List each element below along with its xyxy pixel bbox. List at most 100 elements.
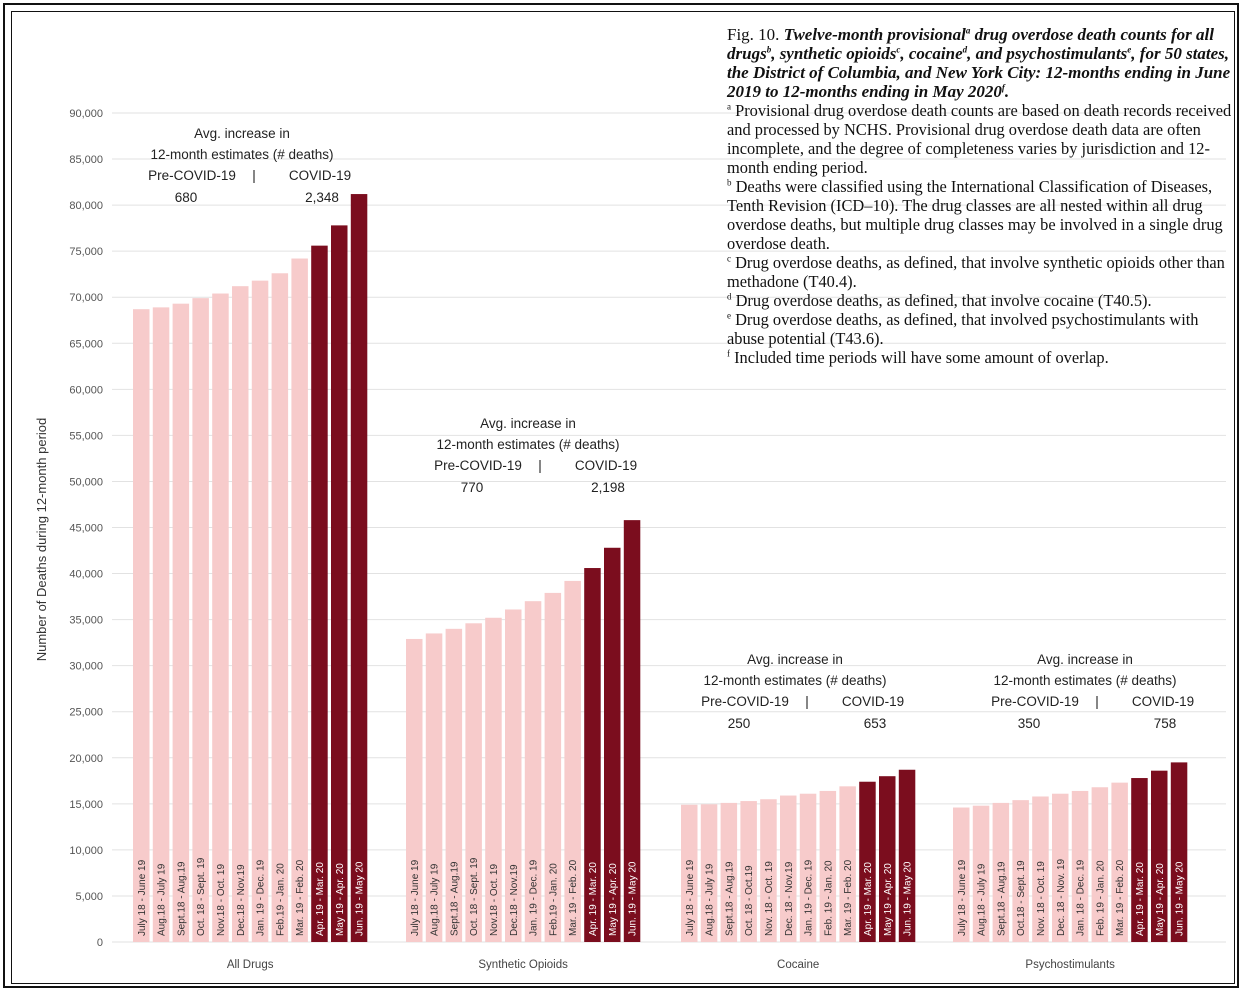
annotation-pre-label: Pre-COVID-19 <box>701 694 789 709</box>
bar <box>564 580 581 942</box>
annotation-line1: Avg. increase in <box>480 416 576 431</box>
footnotes: a Provisional drug overdose death counts… <box>727 101 1235 367</box>
annotation-line2: 12-month estimates (# deaths) <box>150 147 333 162</box>
bar <box>445 628 463 942</box>
bar-period-label: Jan. 19 - Dec. 19 <box>256 859 267 936</box>
bar <box>485 617 502 942</box>
bar <box>1131 778 1148 942</box>
y-axis-label: Number of Deaths during 12-month period <box>34 418 49 662</box>
y-tick-label: 0 <box>97 937 103 949</box>
y-tick-label: 10,000 <box>69 845 103 857</box>
category-label: Cocaine <box>777 959 819 971</box>
bar <box>623 520 641 942</box>
bar-period-label: Apr. 19 - Mar. 20 <box>863 862 874 936</box>
bar-period-label: Mar. 19 - Feb. 20 <box>843 859 854 936</box>
title-superscript: a <box>965 25 971 36</box>
bar-period-label: Aug.18 - July 19 <box>157 863 168 936</box>
bar-period-label: Nov. 18 - Oct. 19 <box>1036 861 1047 936</box>
bar-period-label: Mar. 19 - Feb. 20 <box>568 859 579 936</box>
y-tick-label: 30,000 <box>69 661 103 673</box>
title-segment: drug overdose death counts for all drugs <box>727 25 1214 63</box>
bar-period-label: Sept.18 - Aug.19 <box>724 861 735 936</box>
annotation-sep: | <box>252 168 256 183</box>
bar-period-label: May 19 - Apr. 20 <box>335 863 346 936</box>
y-tick-label: 55,000 <box>69 430 103 442</box>
footnote-text: Drug overdose deaths, as defined, that i… <box>727 253 1225 291</box>
bar <box>1151 770 1168 942</box>
annotation-covid-label: COVID-19 <box>575 458 637 473</box>
title-segment: , synthetic opioids <box>771 44 897 63</box>
y-tick-label: 20,000 <box>69 753 103 765</box>
bar-period-label: Apr. 19 - Mar. 20 <box>1135 862 1146 936</box>
y-tick-label: 40,000 <box>69 569 103 581</box>
bar-period-label: Mar. 19 - Feb. 20 <box>1115 859 1126 936</box>
bar-period-label: Oct. 18 - Sept. 19 <box>196 857 207 936</box>
bar <box>740 801 757 942</box>
bar-period-label: Jun. 19 - May 20 <box>628 861 639 936</box>
annotation-sep: | <box>805 694 809 709</box>
bar-period-label: Dec. 18 - Nov.19 <box>784 861 795 936</box>
annotation-pre-label: Pre-COVID-19 <box>991 694 1079 709</box>
bar <box>879 776 896 942</box>
title-segment: , cocaine <box>900 44 963 63</box>
bar <box>584 568 601 942</box>
annotation-pre-value: 680 <box>175 190 198 205</box>
bar <box>780 795 797 942</box>
bar-period-label: May 19 - Apr. 20 <box>608 863 619 936</box>
annotation-covid-value: 2,348 <box>305 190 339 205</box>
bar-period-label: Apr. 19 - Mar. 20 <box>315 862 326 936</box>
bar <box>681 804 698 942</box>
bar-group-psychostimulants: July 18 - June 19 Aug.18 - July 19 Sept.18… <box>953 762 1188 971</box>
bar <box>720 802 738 942</box>
annotation-line1: Avg. increase in <box>747 652 843 667</box>
footnote-b: b Deaths were classified using the Inter… <box>727 177 1235 253</box>
bar <box>350 194 368 942</box>
bar-period-label: Oct. 18 - Oct.19 <box>744 865 755 936</box>
bar <box>799 793 817 942</box>
bar <box>1111 782 1128 942</box>
increase-annotation: Avg. increase in 12-month estimates (# de… <box>991 652 1194 731</box>
bar <box>604 547 621 942</box>
annotation-pre-label: Pre-COVID-19 <box>434 458 522 473</box>
category-label: Synthetic Opioids <box>478 959 568 971</box>
annotation-covid-value: 758 <box>1154 716 1177 731</box>
bar-period-label: Sept.18 - Aug.19 <box>996 861 1007 936</box>
bar-period-label: Feb. 19 - Jan. 20 <box>1095 860 1106 936</box>
bar <box>1012 800 1029 942</box>
bar-period-label: Jun. 19 - May 20 <box>1175 861 1186 936</box>
bar-period-label: Oct. 18 - Sept. 19 <box>469 857 480 936</box>
bar <box>425 633 443 942</box>
outer-frame <box>3 3 1239 988</box>
bar <box>972 805 990 942</box>
annotation-pre-value: 350 <box>1018 716 1041 731</box>
bar-period-label: Nov.18 - Oct. 19 <box>489 863 500 936</box>
annotation-line2: 12-month estimates (# deaths) <box>703 673 886 688</box>
annotation-covid-label: COVID-19 <box>842 694 904 709</box>
bar-period-label: Jun. 19 - May 20 <box>355 861 366 936</box>
bar <box>465 623 482 942</box>
title-superscript: b <box>766 44 772 55</box>
footnote-mark: c <box>727 253 731 264</box>
increase-annotation: Avg. increase in 12-month estimates (# de… <box>434 416 637 495</box>
bar <box>271 273 289 943</box>
bar <box>524 601 542 942</box>
y-tick-label: 90,000 <box>69 108 103 120</box>
footnote-e: e Drug overdose deaths, as defined, that… <box>727 310 1235 348</box>
bar <box>1052 793 1069 942</box>
title-superscript: f <box>1001 82 1005 93</box>
bar <box>406 638 423 942</box>
annotation-line1: Avg. increase in <box>1037 652 1133 667</box>
annotations: Avg. increase in 12-month estimates (# de… <box>148 126 1194 731</box>
y-axis-ticks: 0 5,000 10,000 15,000 20,000 25,000 30,000 35,0… <box>69 108 103 949</box>
inner-frame <box>11 11 1235 984</box>
bar <box>1091 787 1109 942</box>
bar <box>232 286 249 942</box>
bar <box>859 781 876 942</box>
bar-period-label: Feb. 19 - Jan. 20 <box>823 860 834 936</box>
category-label: All Drugs <box>227 959 274 971</box>
y-tick-label: 35,000 <box>69 615 103 627</box>
footnote-f: f Included time periods will have some a… <box>727 348 1235 367</box>
y-tick-label: 60,000 <box>69 384 103 396</box>
bar-period-label: Feb.19 - Jan. 20 <box>548 863 559 936</box>
annotation-line1: Avg. increase in <box>194 126 290 141</box>
